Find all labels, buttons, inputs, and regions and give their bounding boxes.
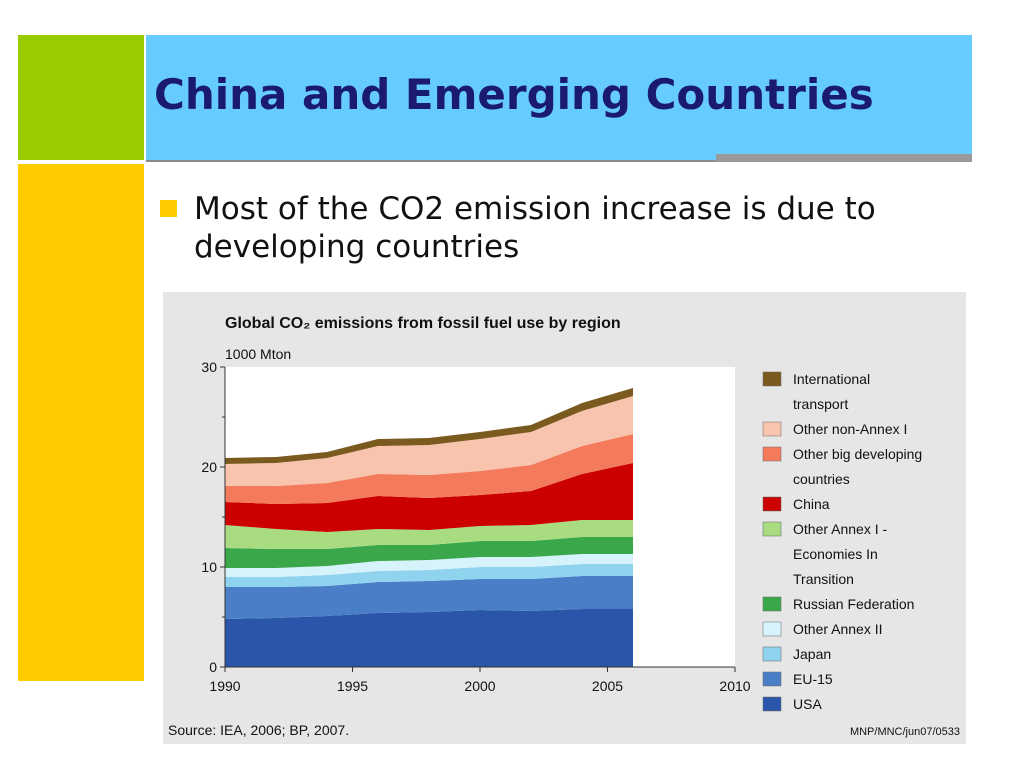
x-tick-label-4: 2010 — [719, 678, 750, 694]
area-series-4 — [225, 537, 633, 568]
legend-label-0: International transport — [793, 371, 870, 412]
chart-source: Source: IEA, 2006; BP, 2007. — [168, 722, 349, 738]
x-tick-label-2: 2000 — [464, 678, 495, 694]
chart-image: Global CO₂ emissions from fossil fuel us… — [163, 292, 966, 744]
x-tick-label-3: 2005 — [592, 678, 623, 694]
legend-label-9: USA — [793, 696, 822, 712]
chart-title: Global CO₂ emissions from fossil fuel us… — [225, 315, 621, 332]
legend-label-4: Other Annex I -Economies In Transition — [793, 521, 887, 587]
legend-swatch-7 — [762, 646, 782, 662]
area-series-8 — [225, 396, 633, 486]
y-tick-label-1: 10 — [201, 559, 217, 575]
legend-swatch-0 — [762, 371, 782, 387]
legend-label-7: Japan — [793, 646, 831, 662]
area-series-7 — [225, 434, 633, 504]
legend-swatch-4 — [762, 521, 782, 537]
legend-swatch-3 — [762, 496, 782, 512]
title-rule — [146, 160, 716, 162]
area-series-2 — [225, 564, 633, 587]
area-series-0 — [225, 609, 633, 667]
area-series-6 — [225, 463, 633, 532]
legend-swatch-5 — [762, 596, 782, 612]
area-series-1 — [225, 576, 633, 619]
legend-swatch-1 — [762, 421, 782, 437]
y-axis-label: 1000 Mton — [225, 346, 291, 362]
y-tick-label-0: 0 — [209, 659, 217, 675]
co2-area-chart: Global CO₂ emissions from fossil fuel us… — [163, 292, 966, 744]
legend-swatch-8 — [762, 671, 782, 687]
legend-swatch-2 — [762, 446, 782, 462]
legend-label-2: Other big developing countries — [793, 446, 922, 487]
legend-label-8: EU-15 — [793, 671, 833, 687]
legend-swatch-9 — [762, 696, 782, 712]
y-tick-label-3: 30 — [201, 359, 217, 375]
chart-code: MNP/MNC/jun07/0533 — [850, 726, 960, 738]
area-series-5 — [225, 520, 633, 549]
accent-bar-green — [18, 35, 144, 160]
bullet-square-icon — [160, 200, 177, 217]
title-rule-thick — [716, 154, 972, 162]
bullet-text: Most of the CO2 emission increase is due… — [194, 191, 876, 265]
x-tick-label-1: 1995 — [337, 678, 368, 694]
y-tick-label-2: 20 — [201, 459, 217, 475]
legend-swatch-6 — [762, 621, 782, 637]
slide-title: China and Emerging Countries — [154, 70, 874, 119]
accent-bar-yellow — [18, 164, 144, 681]
legend-label-1: Other non-Annex I — [793, 421, 907, 437]
legend-label-6: Other Annex II — [793, 621, 883, 637]
legend-label-3: China — [793, 496, 830, 512]
legend-label-5: Russian Federation — [793, 596, 914, 612]
area-series-3 — [225, 554, 633, 577]
title-band — [146, 35, 972, 160]
x-tick-label-0: 1990 — [209, 678, 240, 694]
